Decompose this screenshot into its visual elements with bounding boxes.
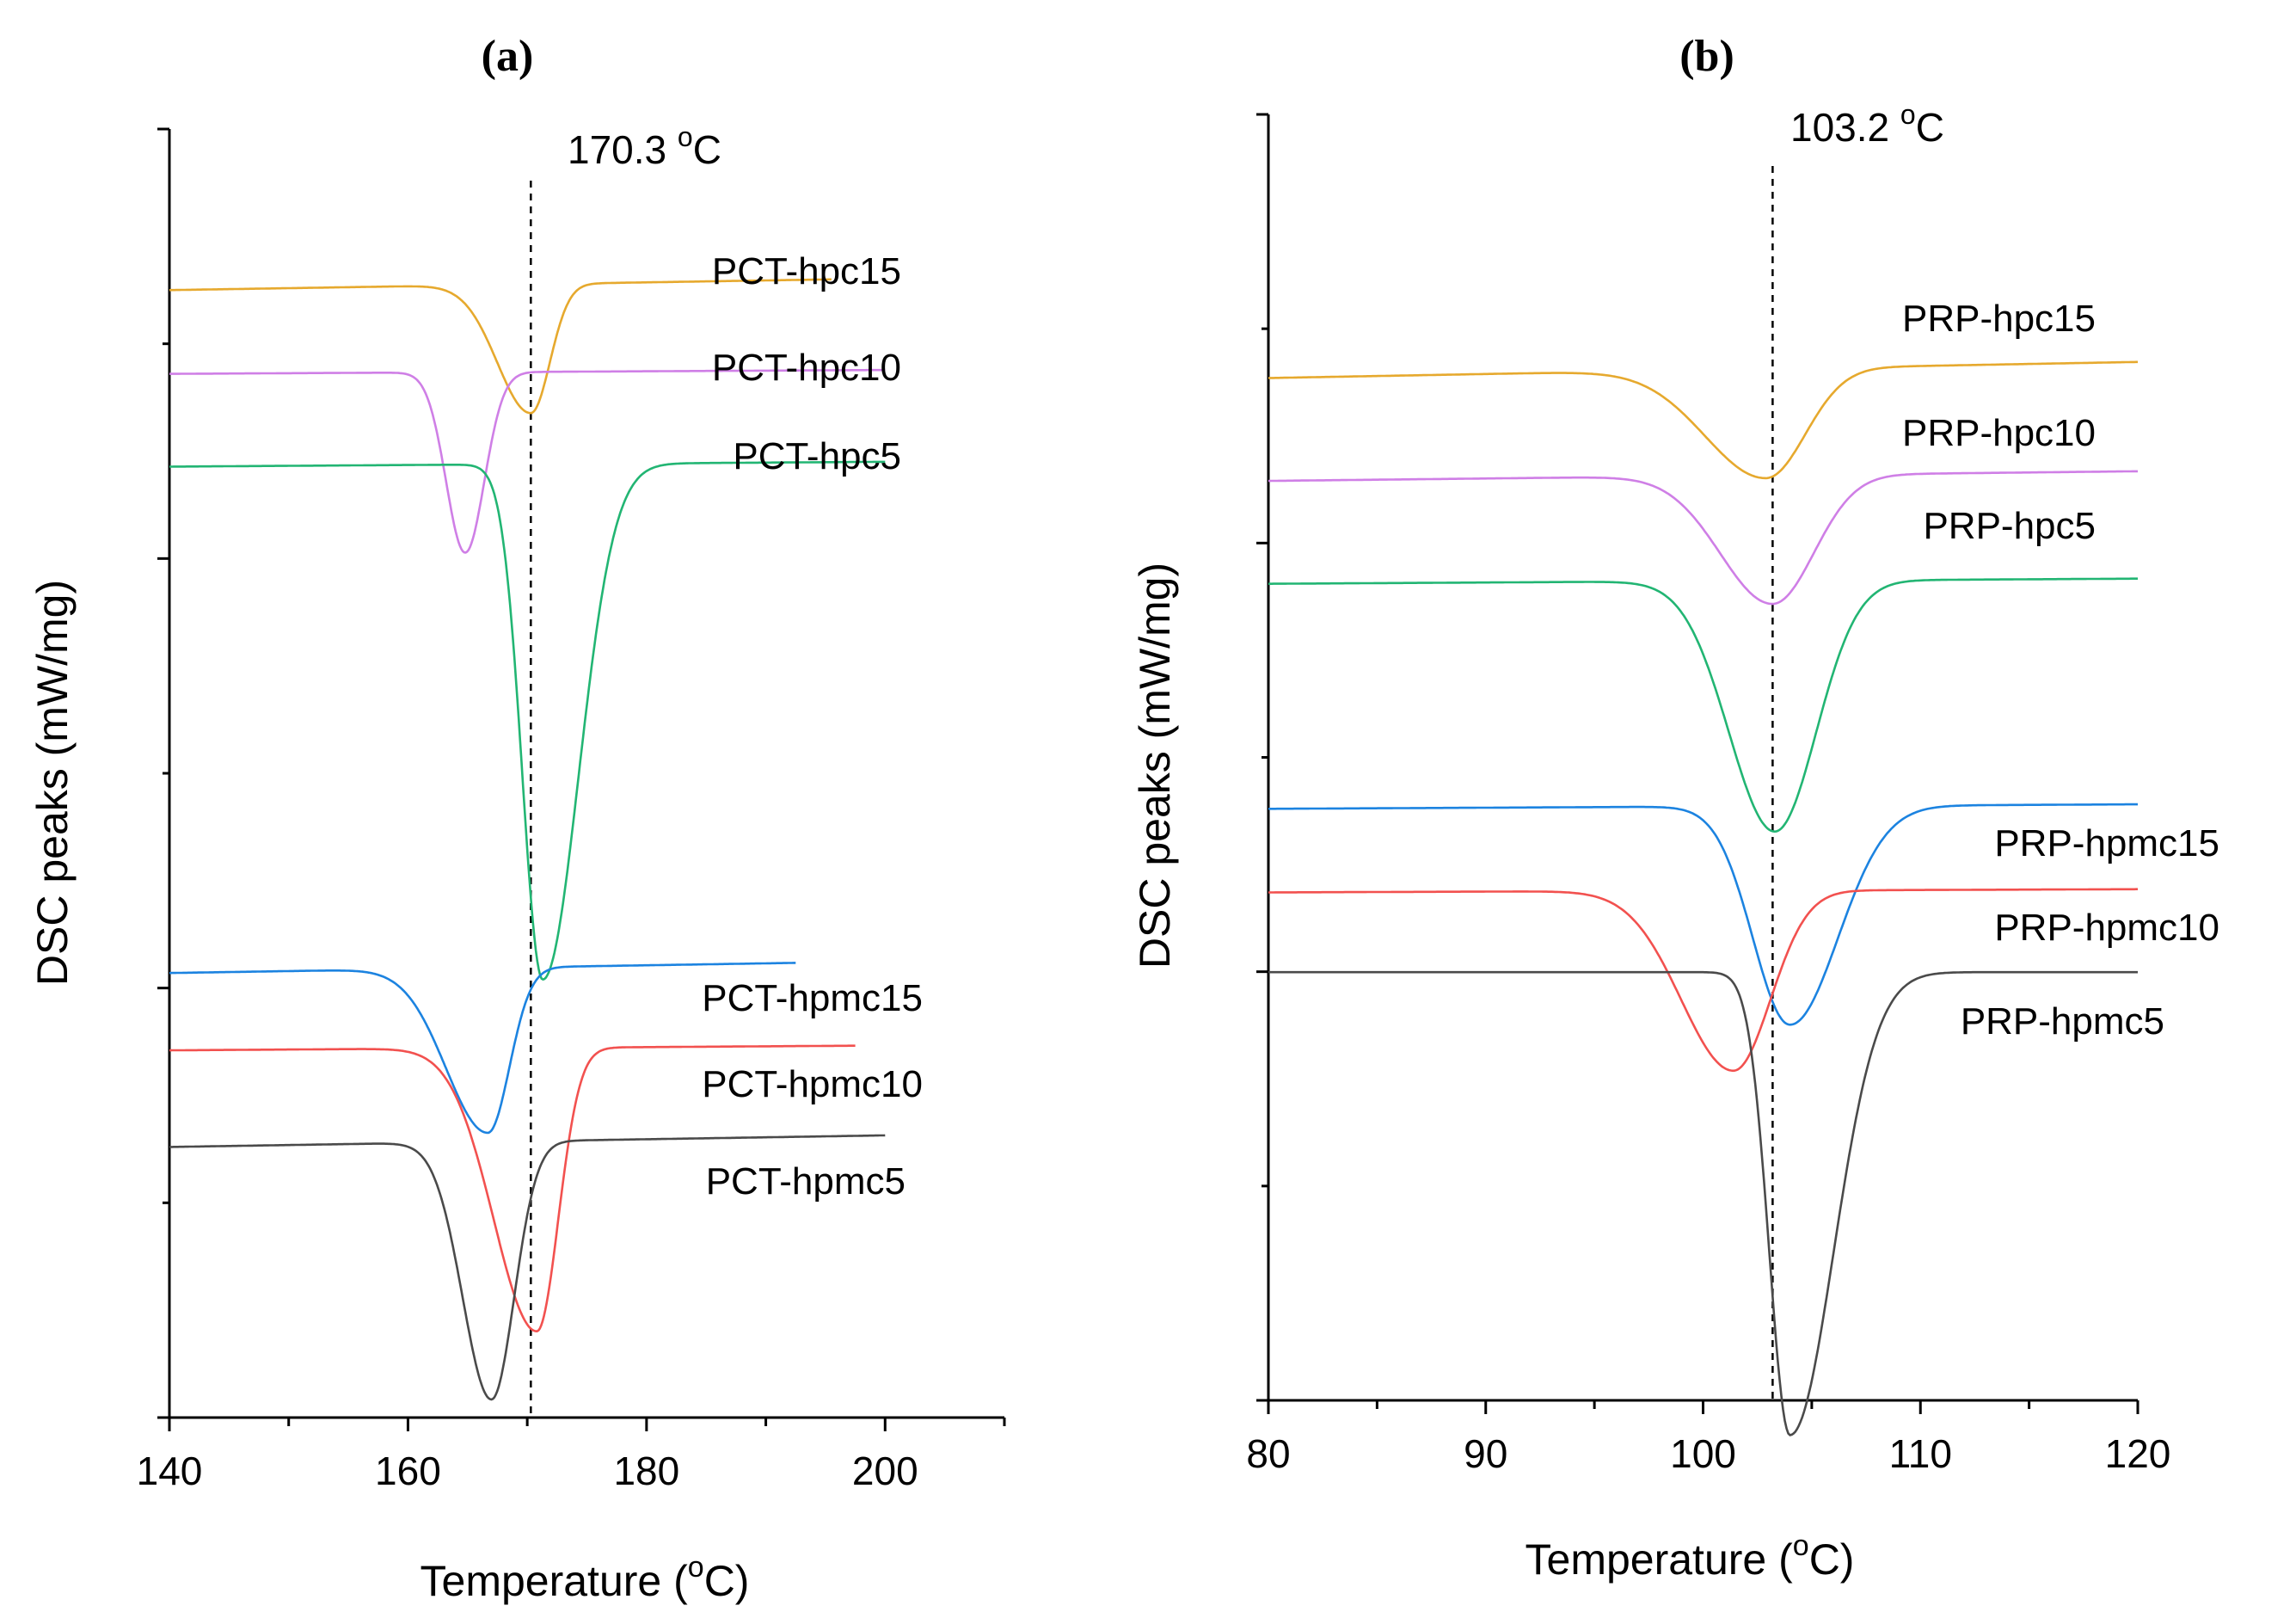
x-tick-label: 200: [852, 1449, 918, 1493]
x-tick-label: 100: [1670, 1431, 1736, 1476]
x-tick-label: 80: [1246, 1431, 1290, 1476]
x-tick-label: 120: [2105, 1431, 2171, 1476]
series-line-pct-hpc5: [169, 460, 886, 981]
series-label-pct-hpc5: PCT-hpc5: [733, 435, 901, 477]
series-line-prp-hpmc5: [1268, 970, 2138, 1436]
series-line-prp-hpc10: [1268, 470, 2138, 606]
x-tick-label: 160: [375, 1449, 441, 1493]
series-line-prp-hpmc10: [1268, 888, 2138, 1073]
series-label-pct-hpc15: PCT-hpc15: [712, 250, 901, 292]
panel-b-title: (b): [1679, 32, 1734, 81]
panel-b-y-axis-title: DSC peaks (mW/mg): [1131, 563, 1179, 969]
series-label-prp-hpmc10: PRP-hpmc10: [1994, 907, 2219, 949]
series-line-prp-hpc15: [1268, 360, 2138, 480]
panel-b-series-labels: PRP-hpc15 PRP-hpc10 PRP-hpc5 PRP-hpmc15 PRP-…: [1902, 298, 2219, 1043]
x-tick-label: 180: [613, 1449, 679, 1493]
panel-b-curves: [1268, 360, 2138, 1436]
series-label-prp-hpmc15: PRP-hpmc15: [1994, 822, 2219, 864]
series-line-pct-hpmc15: [169, 962, 796, 1135]
panel-a-series-labels: PCT-hpc15 PCT-hpc10 PCT-hpc5 PCT-hpmc15 PCT-…: [702, 250, 923, 1203]
panel-b-peak-annotation: 103.2 oC: [1790, 99, 1944, 150]
x-tick-label: 90: [1464, 1431, 1507, 1476]
panel-a-title: (a): [482, 32, 534, 81]
panel-a-x-axis-title: Temperature (oC): [421, 1551, 750, 1605]
series-label-prp-hpc5: PRP-hpc5: [1923, 505, 2096, 547]
series-line-pct-hpmc10: [169, 1044, 856, 1333]
x-tick-label: 110: [1889, 1431, 1952, 1476]
series-label-pct-hpmc15: PCT-hpmc15: [702, 977, 923, 1019]
panel-b-x-axis-title: Temperature (oC): [1526, 1529, 1855, 1584]
series-label-pct-hpmc10: PCT-hpmc10: [702, 1063, 923, 1105]
series-label-prp-hpmc5: PRP-hpmc5: [1961, 1000, 2164, 1043]
panel-a-peak-annotation: 170.3 oC: [568, 121, 721, 172]
x-tick-label: 140: [137, 1449, 203, 1493]
panel-a-y-axis-title: DSC peaks (mW/mg): [28, 580, 77, 986]
panel-a-curves: [169, 278, 886, 1401]
series-line-prp-hpc5: [1268, 577, 2138, 834]
series-label-pct-hpmc5: PCT-hpmc5: [706, 1160, 906, 1203]
series-line-pct-hpc10: [169, 368, 886, 554]
panel-a-ticks: 140 160 180 200: [137, 127, 1006, 1493]
panel-a: (a) 140 160 180 200 PCT-hpc15PCT-hpc10PCT-h…: [28, 32, 1006, 1605]
series-line-pct-hpmc5: [169, 1134, 886, 1401]
series-line-pct-hpc15: [169, 278, 832, 415]
series-label-prp-hpc15: PRP-hpc15: [1902, 298, 2096, 340]
series-label-prp-hpc10: PRP-hpc10: [1902, 412, 2096, 454]
panel-b: (b) 80 90 100 110 120 PRP-hpc15PRP-hpc10PRP-…: [1131, 32, 2219, 1584]
panel-b-ticks: 80 90 100 110 120: [1246, 113, 2171, 1476]
series-label-pct-hpc10: PCT-hpc10: [712, 347, 901, 389]
series-line-prp-hpmc15: [1268, 803, 2138, 1026]
